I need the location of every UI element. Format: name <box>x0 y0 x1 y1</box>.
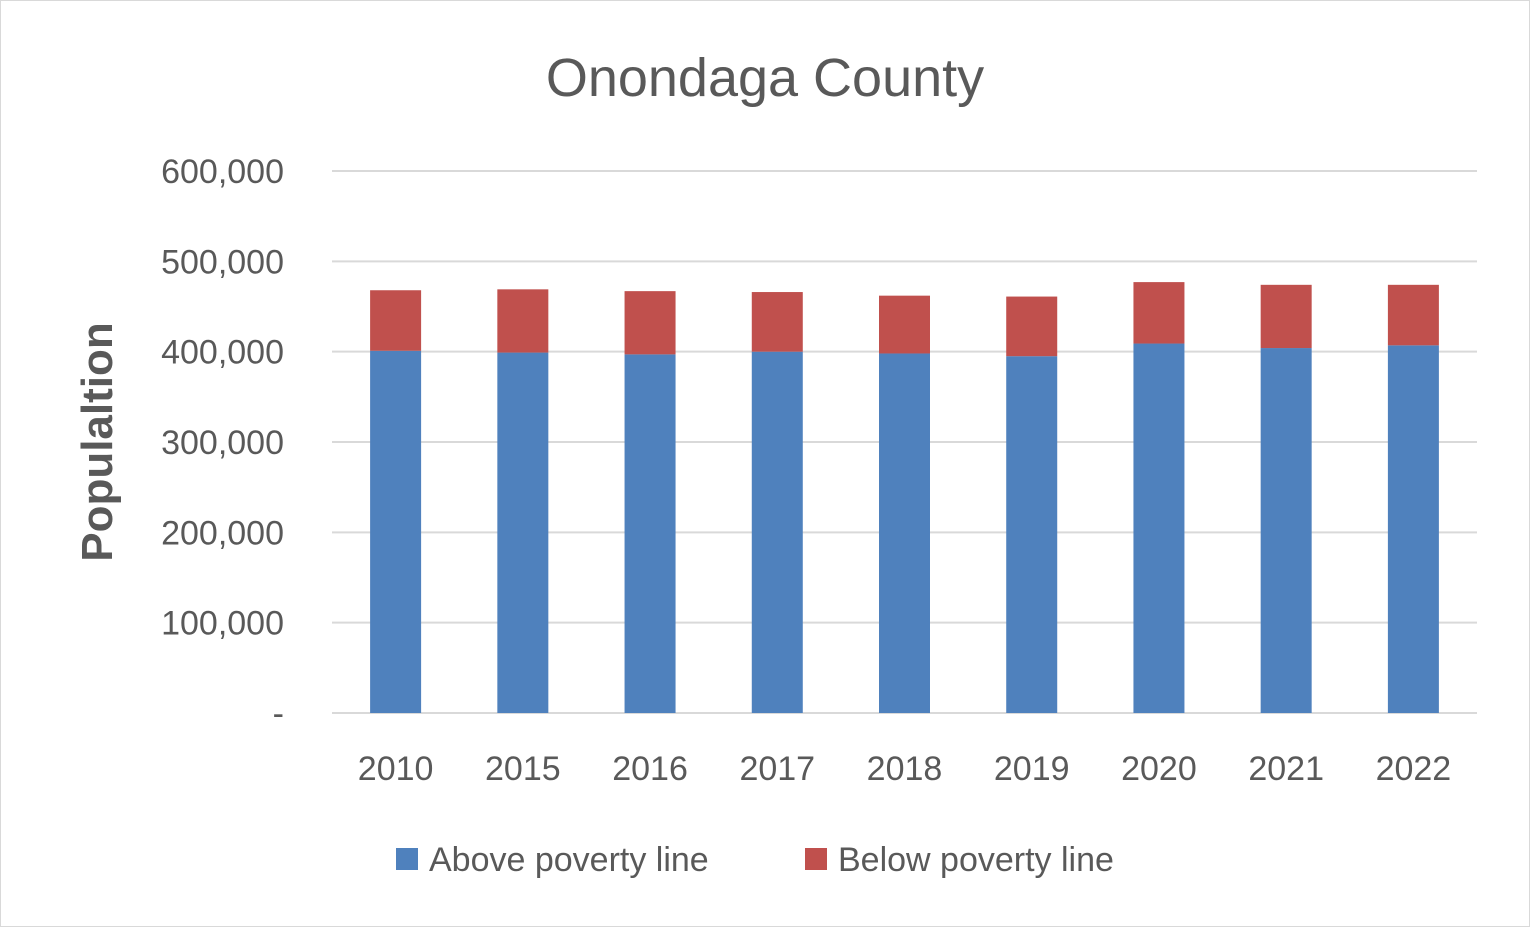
x-tick-label: 2021 <box>1248 750 1324 788</box>
bar-above-poverty <box>879 353 930 713</box>
bar-above-poverty <box>497 352 549 713</box>
legend-swatch <box>805 848 827 870</box>
bar-below-poverty <box>1133 282 1185 344</box>
x-tick-label: 2019 <box>994 750 1070 788</box>
bar-below-poverty <box>1006 296 1058 357</box>
x-tick-label: 2010 <box>358 750 434 788</box>
y-tick-label: 400,000 <box>161 334 284 372</box>
bar-below-poverty <box>370 290 422 351</box>
legend: Above poverty line Below poverty line <box>396 841 1114 879</box>
bar-above-poverty <box>1133 343 1185 713</box>
x-tick-label: 2016 <box>612 750 688 788</box>
bar-below-poverty <box>497 289 549 353</box>
legend-item: Above poverty line <box>396 841 709 879</box>
y-tick-label: 300,000 <box>161 424 284 462</box>
legend-item: Below poverty line <box>805 841 1114 879</box>
x-tick-label: 2022 <box>1376 750 1452 788</box>
bar-below-poverty <box>624 291 676 355</box>
legend-label: Above poverty line <box>429 841 709 879</box>
y-tick-label: 500,000 <box>161 243 284 281</box>
bar-above-poverty <box>751 351 803 713</box>
bars <box>370 282 1439 713</box>
bar-below-poverty <box>751 292 803 352</box>
x-tick-label: 2020 <box>1121 750 1197 788</box>
y-tick-label: 100,000 <box>161 605 284 643</box>
legend-swatch <box>396 848 418 870</box>
x-tick-label: 2015 <box>485 750 561 788</box>
bar-below-poverty <box>879 295 930 354</box>
x-tick-label: 2018 <box>867 750 943 788</box>
bar-below-poverty <box>1387 284 1439 346</box>
x-tick-label: 2017 <box>739 750 815 788</box>
bar-above-poverty <box>370 350 422 713</box>
x-axis-ticks: 2010 2015 2016 2017 2018 2019 2020 2021 2022 <box>358 750 1451 788</box>
y-axis-label: Populaltion <box>73 322 122 562</box>
y-tick-label: - <box>273 695 284 733</box>
bar-below-poverty <box>1260 284 1312 349</box>
bar-above-poverty <box>624 354 676 713</box>
y-tick-label: 600,000 <box>161 153 284 191</box>
bar-above-poverty <box>1260 348 1312 713</box>
legend-label: Below poverty line <box>838 841 1114 879</box>
bar-above-poverty <box>1006 356 1058 713</box>
chart-title: Onondaga County <box>546 48 984 108</box>
bar-above-poverty <box>1387 345 1439 713</box>
y-axis-ticks: - 100,000 200,000 300,000 400,000 500,000 600,… <box>161 153 284 733</box>
y-tick-label: 200,000 <box>161 514 284 552</box>
